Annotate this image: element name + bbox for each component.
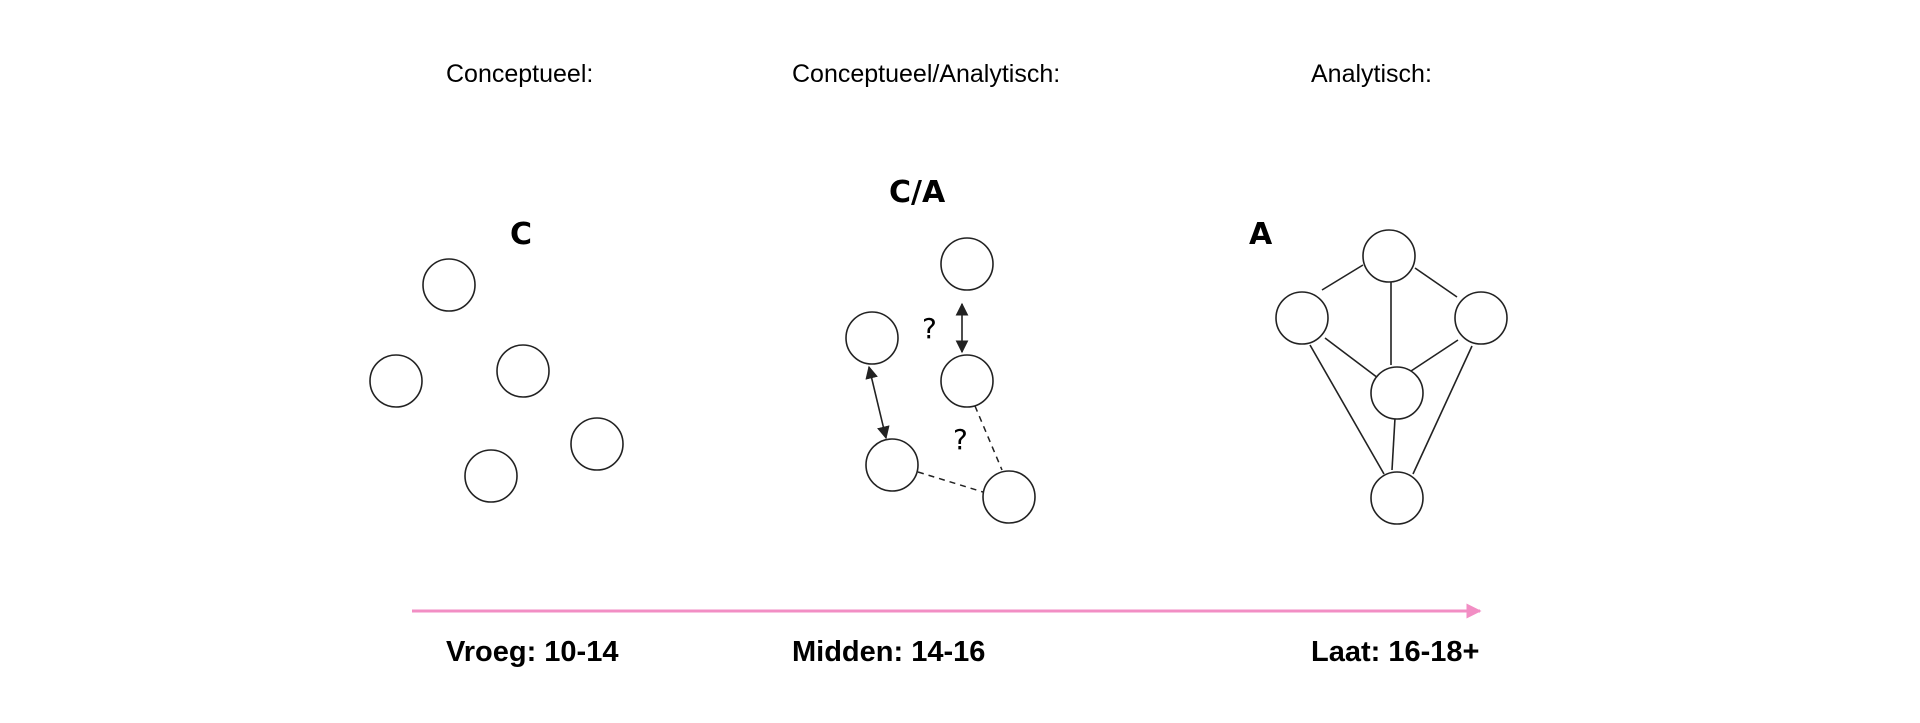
concept-node (496, 344, 550, 398)
concept-node (369, 354, 423, 408)
concept-node (464, 449, 518, 503)
network-edge (1412, 345, 1473, 475)
stage-early: Vroeg: 10-14 (446, 636, 618, 668)
network-edge (1414, 267, 1458, 298)
stage-middle: Midden: 14-16 (792, 636, 985, 668)
analytical-node-group (1275, 229, 1508, 525)
concept-node (422, 258, 476, 312)
heading-analytical: Analytisch: (1311, 60, 1432, 88)
concept-node (1454, 291, 1508, 345)
concept-node (570, 417, 624, 471)
concept-node (865, 438, 919, 492)
marker-a: A (1249, 217, 1273, 252)
double-arrow-edge (865, 365, 890, 440)
stage-late: Laat: 16-18+ (1311, 636, 1479, 668)
concept-node (1370, 366, 1424, 420)
concept-node (982, 470, 1036, 524)
question-mark: ? (953, 423, 968, 456)
network-edge (1321, 264, 1364, 291)
question-mark: ? (922, 312, 937, 345)
concept-node (940, 237, 994, 291)
network-edge (1407, 339, 1459, 374)
conceptual-analytical-node-group: ? ? (845, 237, 1036, 524)
dashed-edge (974, 405, 1003, 471)
marker-c: C (510, 217, 532, 252)
network-edge (1309, 344, 1385, 475)
concept-node (1370, 471, 1424, 525)
concept-node (845, 311, 899, 365)
network-edge (1324, 337, 1379, 379)
heading-conceptual: Conceptueel: (446, 60, 593, 88)
concept-node (1362, 229, 1416, 283)
conceptual-node-group (369, 258, 624, 503)
concept-node (1275, 291, 1329, 345)
heading-conceptual-analytical: Conceptueel/Analytisch: (792, 60, 1060, 88)
network-edge (1391, 417, 1396, 471)
concept-node (940, 354, 994, 408)
dashed-edge (917, 471, 984, 493)
marker-ca: C/A (889, 175, 946, 210)
